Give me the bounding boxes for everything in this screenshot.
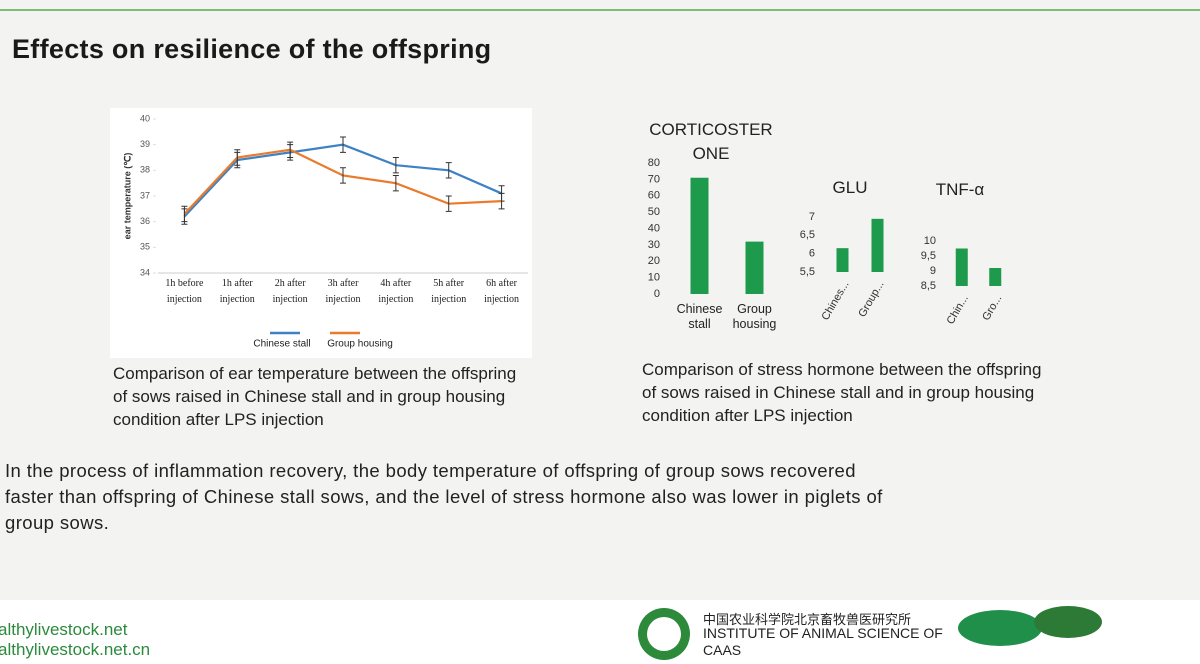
legend-label: Group housing	[327, 339, 393, 350]
error-bar	[340, 167, 346, 184]
y-tick-label: 9	[930, 265, 936, 277]
y-tick-label: 36	[140, 216, 150, 226]
institute-en: INSTITUTE OF ANIMAL SCIENCE OF CAAS	[703, 625, 943, 658]
x-tick-label: Chin...	[945, 293, 971, 327]
y-tick-label: 6	[809, 248, 815, 260]
y-tick-label: 10	[648, 272, 660, 284]
error-bar	[445, 195, 452, 212]
y-tick-label: 40	[140, 113, 150, 123]
x-tick-label: 4h after injection	[378, 278, 414, 305]
body-text: In the process of inflammation recovery,…	[5, 460, 883, 533]
chart-title: TNF-α	[935, 180, 985, 199]
error-bar	[498, 192, 505, 210]
y-tick-label: 38	[140, 165, 150, 175]
footer-link: althylivestock.net.cn	[0, 640, 151, 659]
y-tick-label: 35	[140, 242, 150, 252]
y-tick-label: 0	[654, 288, 660, 300]
x-tick-label: 6h after injection	[484, 278, 520, 305]
chart-panel	[110, 108, 532, 358]
logo-inner	[647, 617, 681, 651]
y-tick-label: 40	[648, 222, 660, 234]
pig-icon	[1034, 606, 1102, 638]
error-bar	[392, 174, 399, 192]
institute-cn: 中国农业科学院北京畜牧兽医研究所	[703, 612, 912, 627]
x-tick-label: 3h after injection	[325, 278, 361, 305]
bar	[745, 241, 764, 294]
x-tick-label: Chines...	[820, 279, 852, 323]
y-axis-label: ear temperature (℃)	[122, 153, 132, 240]
error-bar	[287, 141, 294, 158]
y-tick-label: 60	[648, 190, 660, 202]
bar	[989, 268, 1002, 286]
y-tick-label: 37	[140, 190, 150, 200]
bar	[836, 248, 849, 272]
x-tick-label: Group...	[856, 279, 886, 319]
x-tick-label: 1h before injection	[165, 278, 204, 305]
y-tick-label: 30	[648, 239, 660, 251]
pig-icon	[958, 610, 1042, 646]
y-tick-label: 6,5	[800, 229, 815, 241]
y-tick-label: 10	[924, 235, 936, 247]
bar	[871, 218, 884, 272]
y-tick-label: 20	[648, 255, 660, 267]
chart-title: GLU	[832, 178, 868, 197]
caption: Comparison of stress hormone between the…	[642, 360, 1042, 425]
legend-label: Chinese stall	[253, 339, 310, 350]
y-tick-label: 7	[809, 211, 815, 223]
bar	[955, 248, 968, 286]
y-tick-label: 39	[140, 139, 150, 149]
y-tick-label: 34	[140, 267, 150, 277]
error-bar	[340, 136, 346, 153]
bar	[690, 177, 709, 294]
y-tick-label: 8,5	[921, 280, 936, 292]
chart-title: CORTICOSTERONE	[649, 120, 773, 163]
y-tick-label: 5,5	[800, 266, 815, 278]
x-tick-label: 5h after injection	[431, 278, 467, 305]
y-tick-label: 70	[648, 173, 660, 185]
error-bar	[181, 205, 188, 223]
error-bar	[392, 157, 399, 174]
x-tick-label: 2h after injection	[272, 278, 308, 305]
x-tick-label: Gro...	[980, 293, 1004, 323]
x-tick-label: Chinese stall	[676, 302, 723, 331]
y-tick-label: 9,5	[921, 250, 936, 262]
x-tick-label: Group housing	[732, 302, 777, 331]
error-bar	[234, 149, 241, 166]
slide-title: Effects on resilience of the offspring	[12, 34, 492, 64]
footer-link: althylivestock.net	[0, 620, 128, 639]
caption: Comparison of ear temperature between th…	[113, 364, 517, 429]
x-tick-label: 1h after injection	[219, 278, 255, 305]
error-bar	[445, 162, 452, 179]
y-tick-label: 50	[648, 206, 660, 218]
y-tick-label: 80	[648, 157, 660, 169]
